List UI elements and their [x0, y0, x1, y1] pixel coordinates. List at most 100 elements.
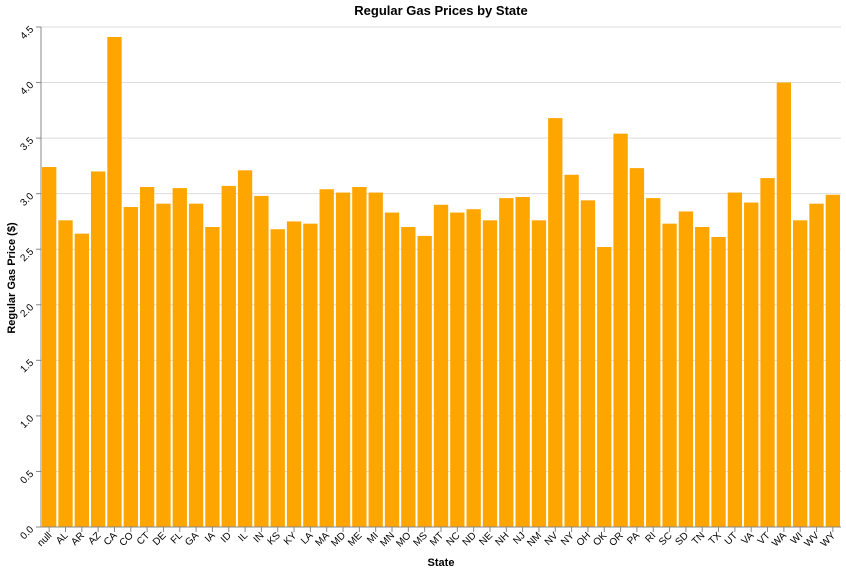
- x-tick-label-nd: ND: [461, 530, 479, 548]
- chart-title: Regular Gas Prices by State: [354, 3, 527, 18]
- x-tick-label-mi: MI: [365, 530, 381, 546]
- bar-de: [156, 203, 171, 527]
- bars: [42, 37, 840, 528]
- x-tick-label-ny: NY: [559, 530, 577, 548]
- y-tick-label: 0.5: [19, 468, 37, 486]
- x-tick-label-pa: PA: [625, 530, 642, 547]
- bar-wy: [825, 194, 840, 527]
- bar-ma: [319, 189, 334, 527]
- bar-mt: [433, 204, 449, 527]
- bar-nh: [499, 198, 514, 527]
- bar-ut: [727, 192, 743, 528]
- x-tick-label-null: null: [35, 530, 54, 549]
- bar-ny: [564, 174, 579, 527]
- bar-ct: [139, 187, 155, 527]
- x-tick-label-la: LA: [299, 530, 316, 547]
- bar-ks: [270, 229, 285, 527]
- x-tick-label-nj: NJ: [511, 530, 527, 546]
- y-tick-label: 1.0: [19, 413, 37, 431]
- x-tick-label-md: MD: [329, 530, 348, 549]
- bar-ok: [597, 247, 612, 527]
- y-tick-label: 3.0: [19, 191, 37, 209]
- x-tick-label-id: ID: [219, 530, 234, 545]
- x-tick-label-va: VA: [740, 530, 757, 547]
- y-tick-label: 4.0: [19, 80, 37, 98]
- bar-wa: [776, 82, 792, 528]
- bar-co: [123, 207, 138, 527]
- bar-nd: [466, 209, 481, 527]
- bar-me: [352, 187, 367, 527]
- bar-sd: [678, 211, 694, 527]
- x-tick-label-ms: MS: [411, 530, 430, 549]
- x-tick-label-co: CO: [118, 530, 137, 549]
- x-tick-label-mn: MN: [378, 530, 397, 549]
- bar-mn: [384, 212, 400, 528]
- x-tick-label-sc: SC: [657, 530, 675, 548]
- bar-va: [744, 202, 759, 528]
- x-tick-label-nc: NC: [444, 530, 462, 548]
- bar-ne: [482, 220, 498, 528]
- bar-mi: [368, 192, 383, 528]
- bar-az: [90, 171, 106, 527]
- bar-nj: [515, 197, 530, 527]
- bar-fl: [172, 188, 187, 527]
- bar-mo: [401, 227, 416, 527]
- bar-sc: [662, 223, 677, 527]
- bar-nv: [548, 118, 563, 527]
- x-tick-label-oh: OH: [575, 530, 593, 548]
- x-tick-label-nm: NM: [525, 530, 544, 549]
- bar-ri: [646, 198, 661, 527]
- x-tick-label-ia: IA: [203, 530, 218, 545]
- y-tick-label: 2.5: [19, 246, 37, 264]
- y-tick-label: 1.5: [19, 357, 37, 375]
- x-tick-label-wa: WA: [770, 530, 789, 549]
- x-tick-label-ar: AR: [69, 530, 87, 548]
- bar-wi: [793, 220, 808, 528]
- x-tick-label-al: AL: [54, 530, 71, 547]
- bar-md: [335, 192, 351, 528]
- bar-ky: [286, 221, 302, 527]
- x-axis-title: State: [428, 557, 455, 569]
- bar-vt: [760, 178, 775, 527]
- x-tick-label-ne: NE: [477, 530, 495, 548]
- bar-in: [254, 195, 269, 527]
- y-axis-title: Regular Gas Price ($): [6, 222, 18, 334]
- x-tick-label-ct: CT: [135, 530, 152, 547]
- bar-ca: [107, 37, 122, 527]
- x-tick-label-ky: KY: [282, 530, 299, 547]
- y-tick-label: 0.0: [19, 524, 37, 542]
- x-tick-label-ma: MA: [313, 530, 332, 549]
- bar-nm: [531, 220, 547, 528]
- bar-tx: [711, 237, 726, 527]
- y-tick-label: 4.5: [19, 24, 37, 42]
- bar-ar: [74, 233, 89, 527]
- x-tick-label-de: DE: [151, 530, 169, 548]
- x-tick-label-vt: VT: [756, 530, 773, 547]
- x-tick-label-tx: TX: [707, 530, 724, 547]
- x-tick-label-nv: NV: [543, 530, 561, 548]
- bar-oh: [580, 200, 596, 528]
- x-tick-label-il: IL: [237, 530, 251, 544]
- y-tick-label: 3.5: [19, 135, 37, 153]
- bar-tn: [695, 227, 710, 527]
- x-tick-label-mo: MO: [394, 530, 413, 549]
- x-tick-label-ok: OK: [591, 530, 609, 548]
- x-tick-label-or: OR: [607, 530, 625, 548]
- x-tick-label-nh: NH: [493, 530, 511, 548]
- bar-nc: [450, 212, 465, 528]
- x-tick-label-ks: KS: [266, 530, 283, 547]
- x-tick-label-in: IN: [252, 530, 267, 545]
- bar-ga: [188, 203, 204, 527]
- bar-ia: [205, 227, 220, 527]
- bar-id: [221, 185, 236, 527]
- bar-la: [303, 223, 318, 527]
- x-tick-label-az: AZ: [86, 530, 103, 547]
- bar-or: [613, 133, 628, 527]
- bar-ms: [417, 235, 432, 527]
- bar-il: [237, 170, 253, 528]
- x-tick-label-me: ME: [346, 530, 365, 549]
- bar-wv: [809, 203, 824, 527]
- x-tick-label-fl: FL: [169, 530, 185, 546]
